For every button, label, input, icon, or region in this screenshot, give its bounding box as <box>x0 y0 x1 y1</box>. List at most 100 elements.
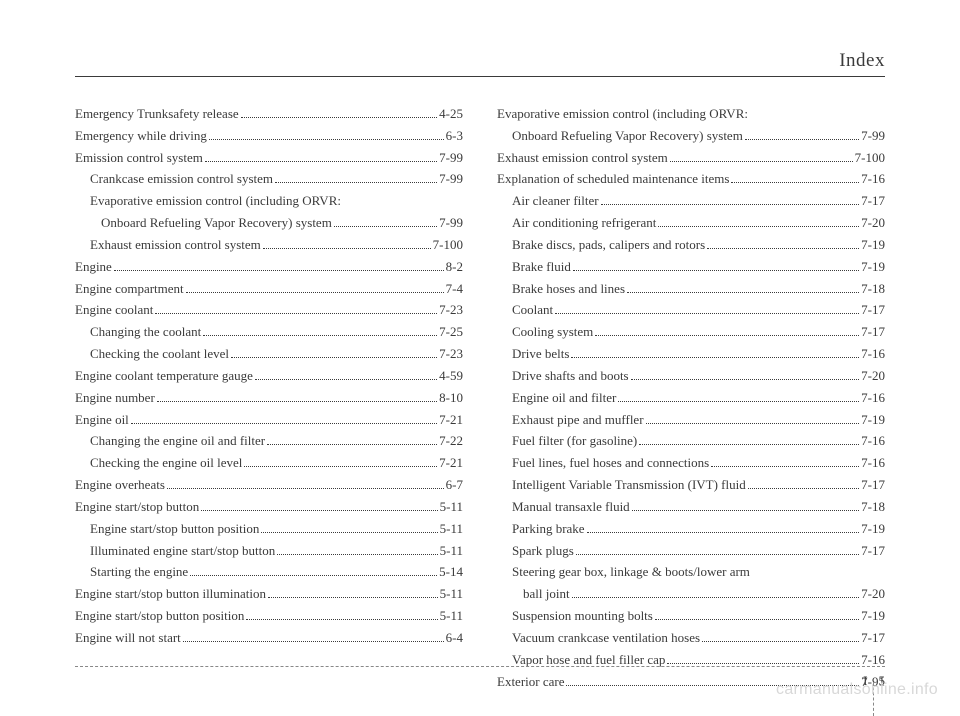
index-entry: Crankcase emission control system7-99 <box>75 168 463 190</box>
index-entry: Engine start/stop button position 5-11 <box>75 518 463 540</box>
index-entry-page: 5-14 <box>439 561 463 583</box>
index-entry-label: Onboard Refueling Vapor Recovery) system <box>101 212 332 234</box>
index-entry-page: 7-17 <box>861 540 885 562</box>
footer-rule <box>75 666 885 667</box>
index-entry-label: Checking the coolant level <box>90 343 229 365</box>
index-entry: Steering gear box, linkage & boots/lower… <box>497 561 885 583</box>
index-entry-label: Changing the coolant <box>90 321 201 343</box>
index-entry-label: Exhaust emission control system <box>497 147 668 169</box>
index-entry-label: Starting the engine <box>90 561 188 583</box>
index-entry-page: 6-7 <box>446 474 463 496</box>
index-entry-label: Engine coolant <box>75 299 153 321</box>
dot-leader <box>114 270 444 271</box>
index-entry: Exhaust emission control system7-100 <box>75 234 463 256</box>
index-entry: Engine will not start6-4 <box>75 627 463 649</box>
dot-leader <box>595 335 859 336</box>
index-entry: Engine start/stop button illumination5-1… <box>75 583 463 605</box>
index-entry-page: 7-100 <box>855 147 885 169</box>
index-entry-page: 5-11 <box>440 518 463 540</box>
dot-leader <box>186 292 444 293</box>
index-entry-label: Emission control system <box>75 147 203 169</box>
index-entry-page: 7-25 <box>439 321 463 343</box>
index-entry: Fuel lines, fuel hoses and connections7-… <box>497 452 885 474</box>
dot-leader <box>631 379 860 380</box>
index-entry-page: 7-17 <box>861 190 885 212</box>
index-entry-label: Engine oil <box>75 409 129 431</box>
index-entry-label: Engine start/stop button position <box>90 518 259 540</box>
index-entry-page: 7-17 <box>861 474 885 496</box>
index-entry: Evaporative emission control (including … <box>497 103 885 125</box>
index-entry-label: Exterior care <box>497 671 564 693</box>
index-entry-page: 7-19 <box>861 409 885 431</box>
index-entry: Drive belts7-16 <box>497 343 885 365</box>
dot-leader <box>639 444 859 445</box>
index-entry-label: Steering gear box, linkage & boots/lower… <box>512 561 750 583</box>
index-entry-page: 7-16 <box>861 387 885 409</box>
dot-leader <box>203 335 437 336</box>
index-page: Index Emergency Trunksafety release4-25E… <box>0 0 960 707</box>
index-entry-page: 7-16 <box>861 430 885 452</box>
index-columns: Emergency Trunksafety release4-25Emergen… <box>75 103 885 692</box>
index-entry-page: 5-11 <box>440 583 463 605</box>
index-entry-page: 5-11 <box>440 496 463 518</box>
index-entry-label: Intelligent Variable Transmission (IVT) … <box>512 474 746 496</box>
index-entry-label: Air conditioning refrigerant <box>512 212 656 234</box>
index-entry-label: Illuminated engine start/stop button <box>90 540 275 562</box>
dot-leader <box>632 510 859 511</box>
index-entry: Checking the coolant level7-23 <box>75 343 463 365</box>
dot-leader <box>646 423 860 424</box>
index-entry-page: 7-99 <box>439 212 463 234</box>
dot-leader <box>555 313 859 314</box>
dot-leader <box>167 488 444 489</box>
index-entry-label: Vacuum crankcase ventilation hoses <box>512 627 700 649</box>
page-header: Index <box>75 50 885 72</box>
index-entry: Illuminated engine start/stop button5-11 <box>75 540 463 562</box>
index-entry: Exhaust pipe and muffler7-19 <box>497 409 885 431</box>
index-entry-page: 7-18 <box>861 496 885 518</box>
index-entry-page: 7-99 <box>439 168 463 190</box>
index-entry: Engine compartment7-4 <box>75 278 463 300</box>
dot-leader <box>573 270 859 271</box>
index-entry: Starting the engine 5-14 <box>75 561 463 583</box>
index-entry-page: 7-20 <box>861 365 885 387</box>
index-entry: Engine overheats6-7 <box>75 474 463 496</box>
dot-leader <box>267 444 437 445</box>
index-entry-page: 7-19 <box>861 256 885 278</box>
index-entry: Brake hoses and lines7-18 <box>497 278 885 300</box>
dot-leader <box>183 641 444 642</box>
index-entry-label: Engine compartment <box>75 278 184 300</box>
index-entry: Suspension mounting bolts7-19 <box>497 605 885 627</box>
index-entry-page: 7-18 <box>861 278 885 300</box>
dot-leader <box>658 226 859 227</box>
dot-leader <box>702 641 859 642</box>
index-entry: Changing the coolant 7-25 <box>75 321 463 343</box>
index-entry: Fuel filter (for gasoline)7-16 <box>497 430 885 452</box>
index-entry-label: Air cleaner filter <box>512 190 599 212</box>
index-entry: Exhaust emission control system 7-100 <box>497 147 885 169</box>
dot-leader <box>748 488 859 489</box>
page-footer: I 5 <box>75 666 885 671</box>
dot-leader <box>277 554 437 555</box>
index-entry-label: Engine coolant temperature gauge <box>75 365 253 387</box>
dot-leader <box>205 161 437 162</box>
index-entry-label: Engine will not start <box>75 627 181 649</box>
index-entry-page: 7-16 <box>861 452 885 474</box>
header-title: Index <box>839 50 885 72</box>
index-entry-label: ball joint <box>523 583 570 605</box>
index-entry: Engine start/stop button 5-11 <box>75 496 463 518</box>
dot-leader <box>731 182 859 183</box>
index-entry-page: 7-19 <box>861 605 885 627</box>
dot-leader <box>627 292 859 293</box>
index-entry-page: 8-10 <box>439 387 463 409</box>
dot-leader <box>275 182 437 183</box>
index-entry-label: Engine start/stop button <box>75 496 199 518</box>
index-entry-page: 7-17 <box>861 299 885 321</box>
index-entry-label: Spark plugs <box>512 540 574 562</box>
dot-leader <box>261 532 437 533</box>
index-entry: Evaporative emission control (including … <box>75 190 463 212</box>
dot-leader <box>655 619 859 620</box>
index-entry-page: 5-11 <box>440 605 463 627</box>
index-entry-page: 4-25 <box>439 103 463 125</box>
dot-leader <box>244 466 437 467</box>
index-entry-label: Drive shafts and boots <box>512 365 629 387</box>
